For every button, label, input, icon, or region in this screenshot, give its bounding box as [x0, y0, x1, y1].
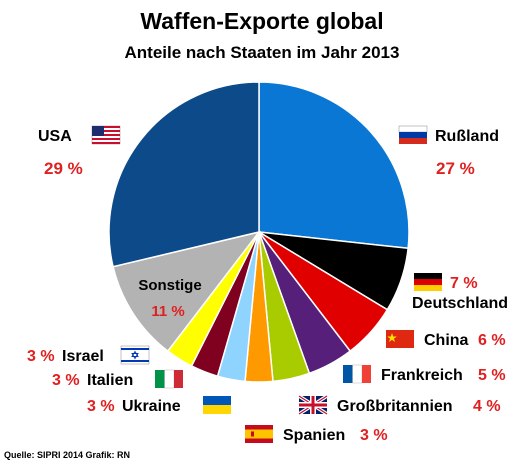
value-ukraine: 3 % — [87, 398, 115, 415]
value-usa: 29 % — [44, 159, 83, 178]
label-usa: USA — [38, 128, 72, 145]
russia-flag-icon — [398, 125, 428, 144]
value-deutschland: 7 % — [450, 275, 478, 292]
label-frankreich: Frankreich — [381, 367, 463, 384]
germany-flag-icon — [414, 273, 442, 291]
ukraine-flag-icon — [203, 396, 231, 414]
france-flag-icon — [343, 364, 371, 384]
pie-slice-russland — [258, 81, 410, 250]
label-spanien: Spanien — [283, 427, 345, 444]
label-sonstige: Sonstige — [138, 277, 201, 294]
value-sonstige: 11 % — [151, 303, 184, 320]
label-deutschland: Deutschland — [412, 295, 508, 312]
spain-flag-icon — [245, 425, 273, 443]
china-flag-icon — [386, 330, 414, 348]
value-china: 6 % — [478, 332, 506, 349]
value-spanien: 3 % — [360, 427, 388, 444]
italy-flag-icon — [155, 369, 183, 389]
value-russland: 27 % — [436, 159, 475, 178]
pie-slice-usa — [108, 81, 260, 268]
label-italien: Italien — [87, 372, 133, 389]
pie-slices — [108, 81, 410, 383]
source-credit: Quelle: SIPRI 2014 Grafik: RN — [4, 450, 130, 460]
value-frankreich: 5 % — [478, 367, 506, 384]
pie-slice-sonstige — [112, 230, 261, 353]
label-grossbritannien: Großbritannien — [337, 398, 453, 415]
value-israel: 3 % — [27, 348, 55, 365]
uk-flag-icon — [298, 394, 328, 416]
value-italien: 3 % — [52, 372, 80, 389]
label-china: China — [424, 332, 469, 349]
label-russland: Rußland — [435, 128, 499, 145]
value-grossbritannien: 4 % — [473, 398, 501, 415]
israel-flag-icon — [120, 345, 150, 365]
us-flag-icon — [91, 125, 121, 145]
chart-subtitle: Anteile nach Staaten im Jahr 2013 — [125, 43, 400, 62]
label-israel: Israel — [62, 348, 104, 365]
label-ukraine: Ukraine — [122, 398, 181, 415]
chart-title: Waffen-Exporte global — [140, 8, 383, 34]
